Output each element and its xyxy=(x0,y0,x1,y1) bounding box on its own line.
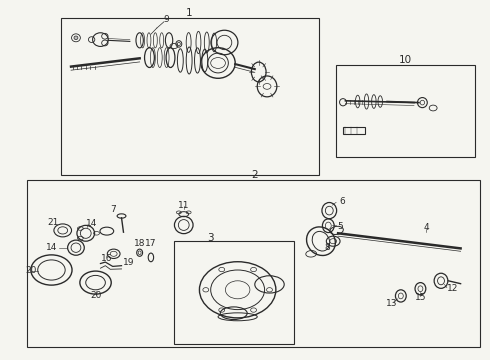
Text: 20: 20 xyxy=(90,292,101,300)
Text: 15: 15 xyxy=(415,292,426,302)
Text: 11: 11 xyxy=(178,201,190,210)
Text: 2: 2 xyxy=(251,170,258,180)
Text: 12: 12 xyxy=(447,284,458,293)
Text: 8: 8 xyxy=(324,243,330,252)
Text: 3: 3 xyxy=(207,233,214,243)
Text: 1: 1 xyxy=(185,8,192,18)
Text: 16: 16 xyxy=(100,254,112,263)
Bar xyxy=(174,241,294,344)
Text: 20: 20 xyxy=(25,266,37,275)
Text: 9: 9 xyxy=(164,15,170,24)
Text: 21: 21 xyxy=(47,218,59,227)
Text: 13: 13 xyxy=(386,299,398,307)
Text: 14: 14 xyxy=(86,219,98,228)
Text: 14: 14 xyxy=(47,243,58,252)
Text: 18: 18 xyxy=(134,238,146,248)
Bar xyxy=(61,18,318,175)
Bar xyxy=(336,65,475,157)
Text: 17: 17 xyxy=(145,238,157,248)
Text: 5: 5 xyxy=(337,222,343,231)
Text: 7: 7 xyxy=(110,205,116,214)
Bar xyxy=(27,180,480,347)
Text: 10: 10 xyxy=(399,55,412,66)
Text: 19: 19 xyxy=(122,258,134,267)
Ellipse shape xyxy=(74,36,78,40)
Text: 6: 6 xyxy=(339,197,345,206)
Text: 4: 4 xyxy=(423,223,429,232)
Bar xyxy=(343,127,365,134)
